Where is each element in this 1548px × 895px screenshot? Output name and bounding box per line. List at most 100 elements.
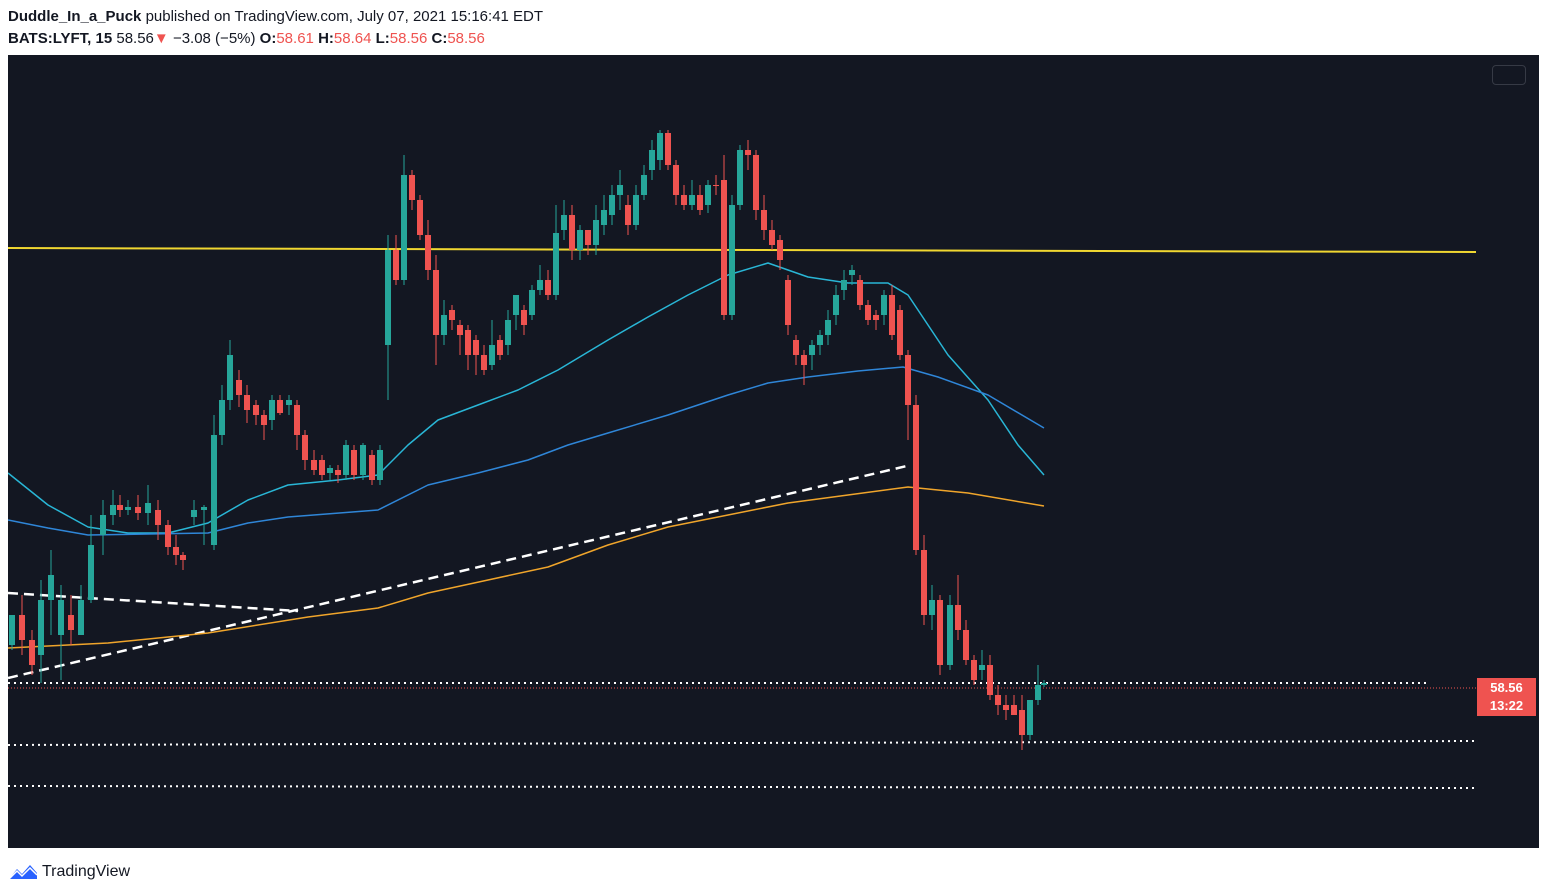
candle-down xyxy=(665,133,671,165)
candle-down xyxy=(180,555,186,560)
candle-up xyxy=(377,450,383,480)
candle-down xyxy=(155,510,161,525)
footer: TradingView xyxy=(8,860,130,884)
candle-down xyxy=(721,180,727,315)
candle-down xyxy=(457,325,463,335)
candle-up xyxy=(88,545,94,600)
candle-down xyxy=(1019,710,1025,735)
publish-line: Duddle_In_a_Puck published on TradingVie… xyxy=(8,6,1538,28)
candle-down xyxy=(244,395,250,410)
tradingview-logo-icon[interactable] xyxy=(8,863,38,881)
candle-up xyxy=(561,215,567,230)
candle-down xyxy=(1011,705,1017,715)
candle-down xyxy=(261,415,267,425)
candle-down xyxy=(921,550,927,615)
screenshot-icon[interactable] xyxy=(1492,65,1526,85)
chart-pane[interactable]: 58.56 13:22 xyxy=(8,55,1539,848)
candle-down xyxy=(889,295,895,335)
candle-up xyxy=(705,185,711,205)
candle-down xyxy=(585,230,591,245)
candle-down xyxy=(801,355,807,365)
candle-up xyxy=(1035,685,1041,700)
candle-down xyxy=(29,640,35,665)
candle-up xyxy=(979,665,985,670)
candle-down xyxy=(713,185,719,186)
candle-down xyxy=(173,547,179,555)
low-value: 58.56 xyxy=(389,30,428,47)
candle-up xyxy=(737,150,743,205)
candle-up xyxy=(929,600,935,615)
author-name[interactable]: Duddle_In_a_Puck xyxy=(8,8,142,25)
candle-up xyxy=(553,233,559,295)
chart-canvas[interactable] xyxy=(8,55,1539,848)
candle-down xyxy=(319,460,325,475)
candle-up xyxy=(110,505,116,515)
candle-up xyxy=(125,507,131,510)
candle-down xyxy=(865,305,871,320)
candle-down xyxy=(465,330,471,355)
moving-average-fast xyxy=(8,262,1045,534)
candle-up xyxy=(617,185,623,195)
candle-up xyxy=(505,320,511,345)
candle-down xyxy=(937,600,943,665)
candle-down xyxy=(351,450,357,475)
down-arrow-icon: ▼ xyxy=(153,30,169,47)
chart-header: Duddle_In_a_Puck published on TradingVie… xyxy=(8,6,1538,50)
candle-down xyxy=(473,340,479,355)
candle-down xyxy=(897,310,903,355)
candle-up xyxy=(657,133,663,160)
candle-down xyxy=(955,605,961,630)
candle-up xyxy=(947,605,953,665)
open-value: 58.61 xyxy=(276,30,314,47)
candle-down xyxy=(777,240,783,260)
candle-up xyxy=(9,615,15,645)
candle-down xyxy=(681,195,687,205)
candle-up xyxy=(833,295,839,315)
candle-down xyxy=(1003,705,1009,710)
candle-up xyxy=(817,335,823,345)
candle-up xyxy=(849,270,855,275)
candle-down xyxy=(393,250,399,280)
candle-up xyxy=(343,445,349,475)
candle-down xyxy=(769,230,775,245)
close-value: 58.56 xyxy=(447,30,485,47)
candle-up xyxy=(401,175,407,280)
price-tag-value: 58.56 xyxy=(1490,680,1523,695)
candle-up xyxy=(327,468,333,473)
level-line-lower xyxy=(8,785,1477,789)
high-value: 58.64 xyxy=(333,30,372,47)
candle-down xyxy=(481,355,487,370)
candle-up xyxy=(211,435,217,545)
candle-up xyxy=(825,320,831,335)
candle-down xyxy=(425,235,431,270)
candle-up xyxy=(489,345,495,365)
close-label: C: xyxy=(431,30,448,47)
candle-up xyxy=(641,175,647,195)
candle-down xyxy=(253,405,259,415)
open-label: O: xyxy=(259,30,277,47)
candle-down xyxy=(311,460,317,470)
candle-up xyxy=(145,503,151,513)
candle-up xyxy=(841,280,847,290)
candle-up xyxy=(601,210,607,225)
candle-down xyxy=(697,195,703,210)
candle-down xyxy=(785,280,791,325)
candle-up xyxy=(269,400,275,420)
candle-down xyxy=(857,280,863,305)
last-price-tag: 58.56 13:22 xyxy=(1477,678,1536,716)
ohlc-line: BATS:LYFT, 15 58.56▼ −3.08 (−5%) O:58.61… xyxy=(8,28,1538,50)
footer-brand[interactable]: TradingView xyxy=(42,863,131,880)
moving-average-slow xyxy=(8,486,1045,649)
candle-down xyxy=(873,315,879,320)
candle-down xyxy=(963,630,969,660)
candle-up xyxy=(729,205,735,315)
candle-down xyxy=(995,695,1001,705)
low-label: L: xyxy=(375,30,390,47)
price-change: −3.08 (−5%) xyxy=(172,30,256,47)
price-tag-countdown: 13:22 xyxy=(1489,698,1524,713)
candle-up xyxy=(633,195,639,225)
candle-up xyxy=(689,195,695,205)
candle-up xyxy=(219,400,225,435)
candle-down xyxy=(793,340,799,355)
candle-down xyxy=(987,665,993,695)
